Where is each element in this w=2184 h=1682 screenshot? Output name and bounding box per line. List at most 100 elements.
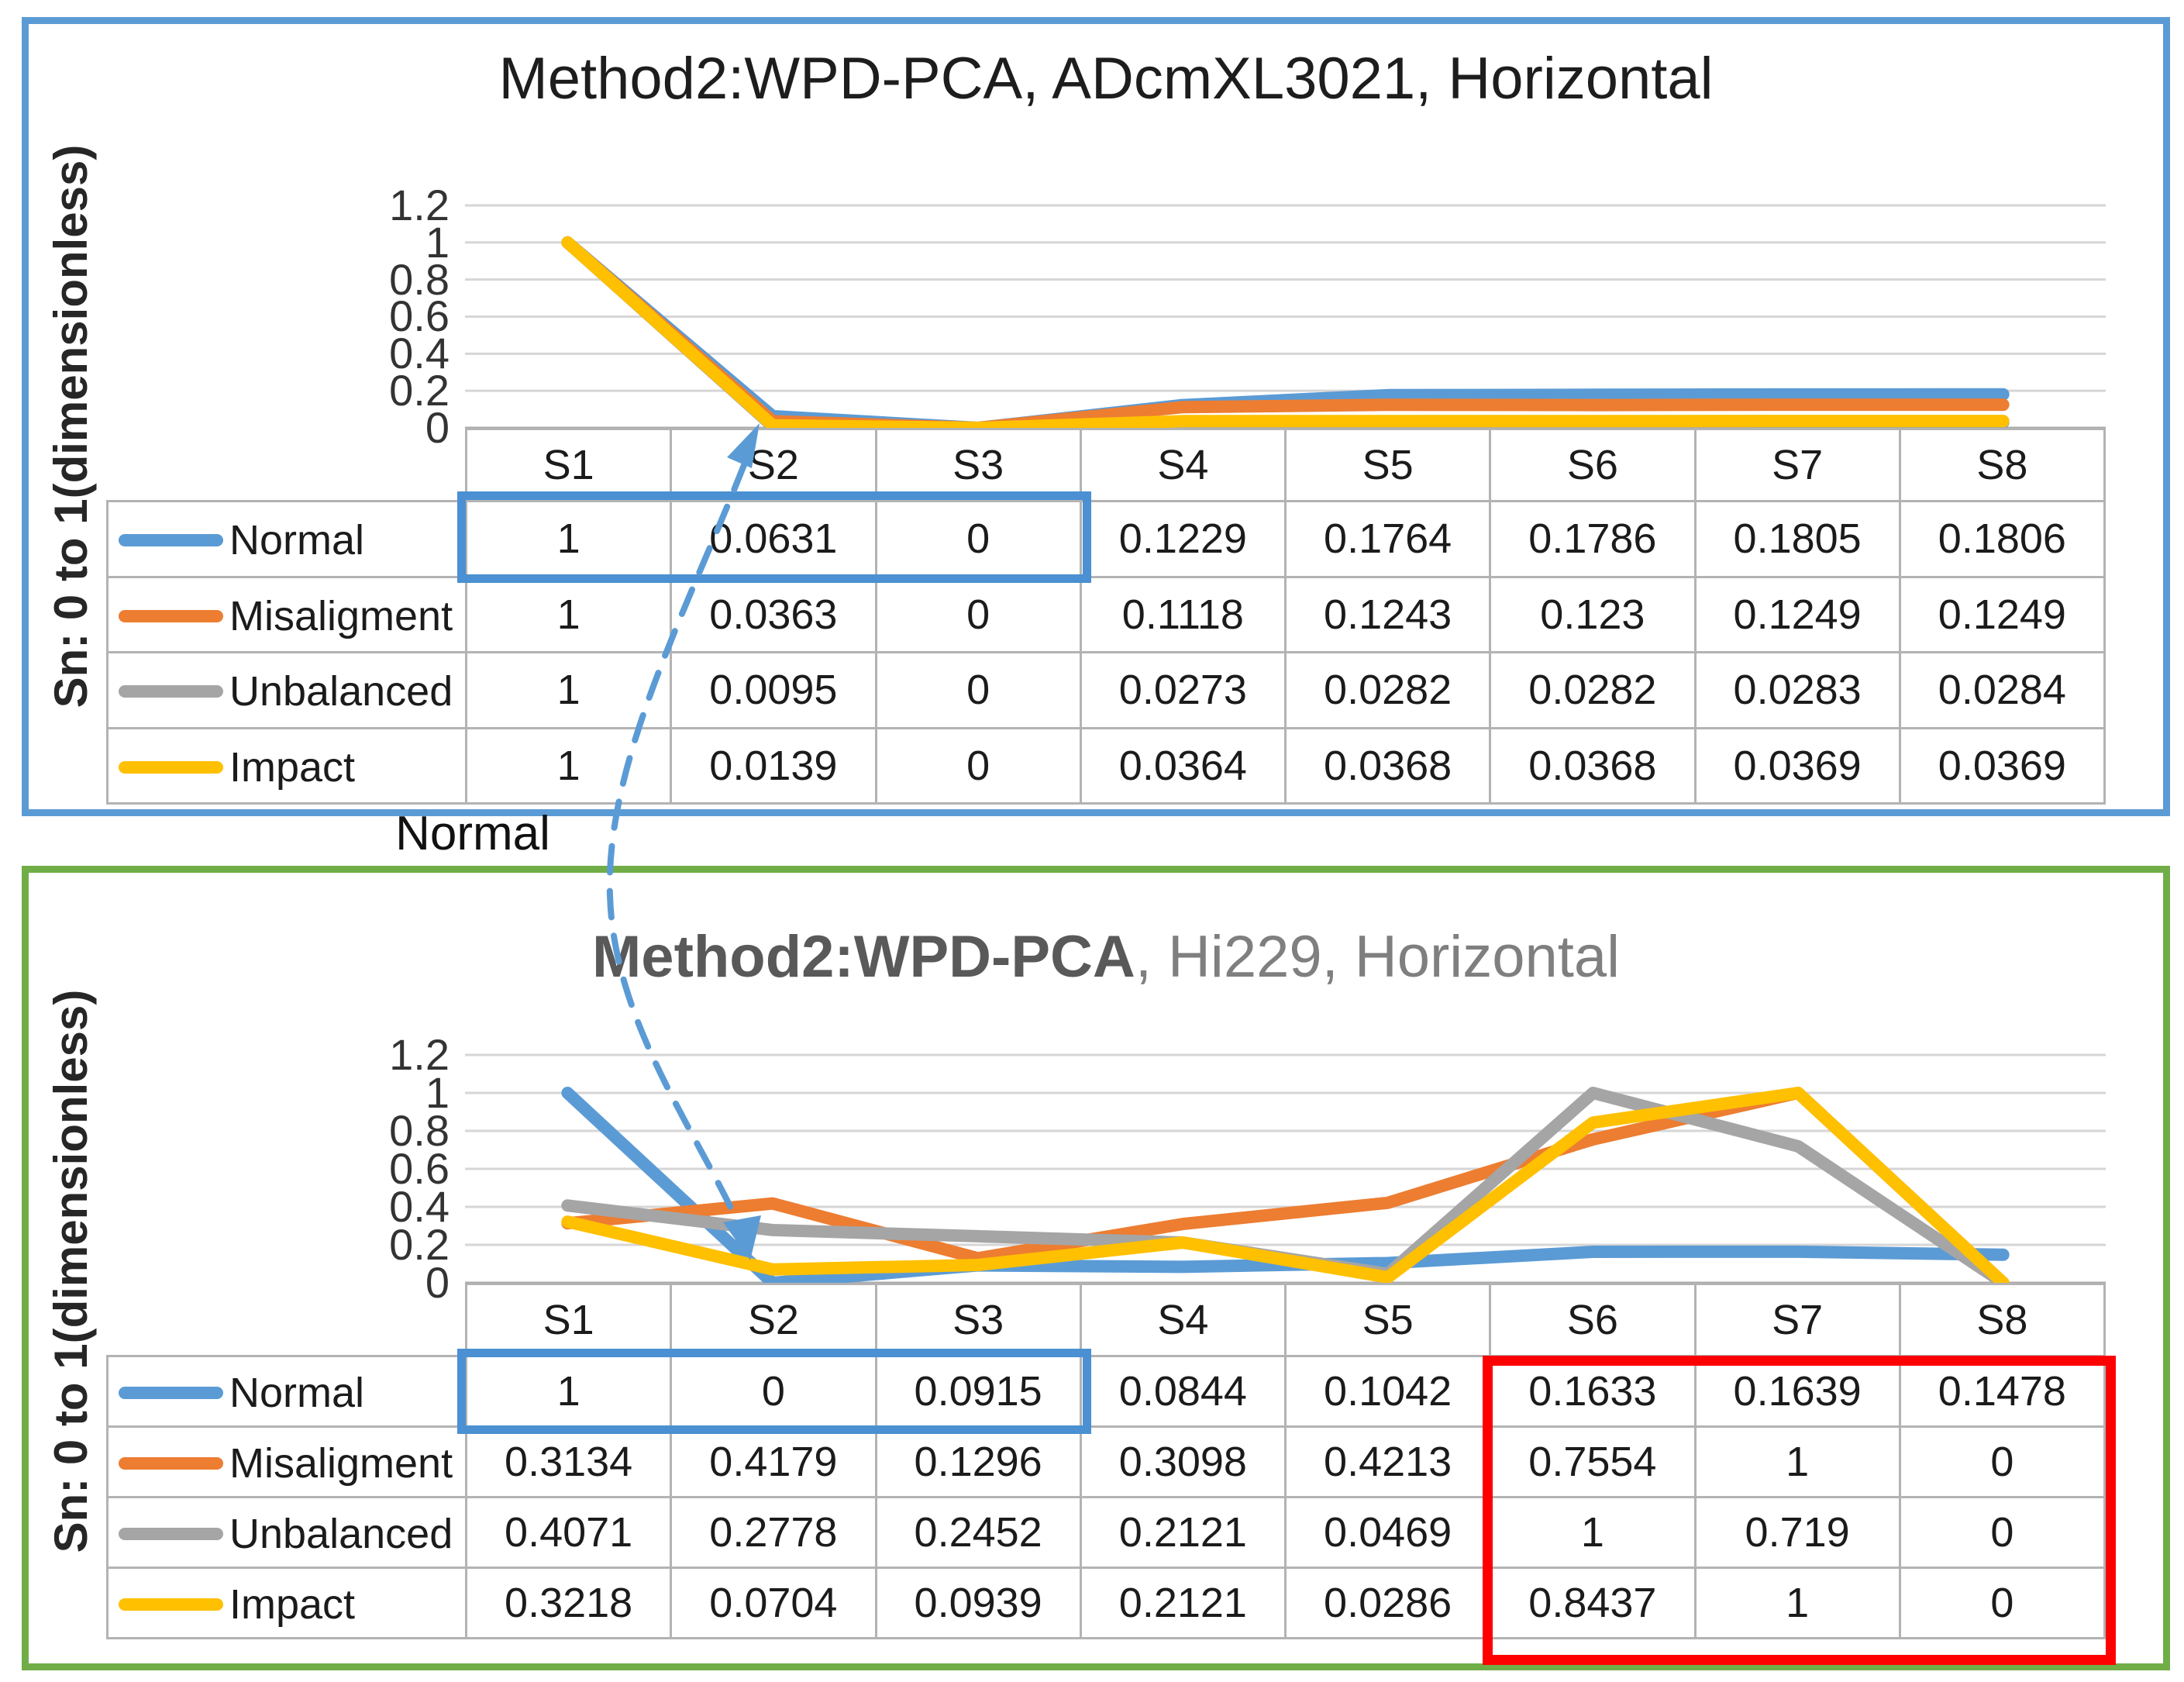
column-header-s7: S7 xyxy=(1693,428,1901,502)
table-row-normal: Normal 1 0 0.0915 0.0844 0.1042 0.1633 0.1639 0.… xyxy=(106,1355,2106,1428)
legend-cell-unbalanced: Unbalanced xyxy=(106,1496,467,1569)
cell-unbalanced-s1: 0.4071 xyxy=(464,1496,673,1569)
cell-unbalanced-s6: 1 xyxy=(1489,1496,1697,1569)
cell-misaligment-s2: 0.0363 xyxy=(670,575,877,653)
legend-swatch-normal-icon xyxy=(119,534,223,547)
cell-impact-s6: 0.0368 xyxy=(1489,726,1697,805)
cell-normal-s5: 0.1042 xyxy=(1283,1355,1492,1428)
y-tick-label: 0.8 xyxy=(389,1106,450,1155)
legend-cell-normal: Normal xyxy=(106,1355,467,1428)
y-tick-label: 1.2 xyxy=(389,1030,450,1079)
cell-unbalanced-s8: 0 xyxy=(1898,1496,2106,1569)
y-tick-label: 1 xyxy=(425,217,450,267)
cell-normal-s7: 0.1805 xyxy=(1693,500,1901,578)
bottom-data-table: S1 S2 S3 S4 S5 S6 S7 S8 Normal 1 0 0.0915 0.0844 0.10… xyxy=(106,1283,2106,1639)
cell-unbalanced-s3: 0.2452 xyxy=(874,1496,1082,1569)
cell-misaligment-s4: 0.3098 xyxy=(1079,1425,1287,1498)
cell-misaligment-s7: 0.1249 xyxy=(1693,575,1901,653)
cell-unbalanced-s2: 0.2778 xyxy=(670,1496,877,1569)
cell-unbalanced-s2: 0.0095 xyxy=(670,651,877,729)
cell-normal-s4: 0.1229 xyxy=(1079,500,1287,578)
top-data-table: S1 S2 S3 S4 S5 S6 S7 S8 Normal 1 0.0631 0 0.1229 0.17… xyxy=(106,428,2106,805)
cell-misaligment-s3: 0.1296 xyxy=(874,1425,1082,1498)
table-row-misaligment: Misaligment 0.3134 0.4179 0.1296 0.3098 0.421… xyxy=(106,1425,2106,1498)
cell-unbalanced-s5: 0.0282 xyxy=(1283,651,1492,729)
cell-normal-s5: 0.1764 xyxy=(1283,500,1492,578)
legend-cell-normal: Normal xyxy=(106,500,467,578)
cell-normal-s6: 0.1786 xyxy=(1489,500,1697,578)
legend-swatch-unbalanced-icon xyxy=(119,685,223,698)
legend-swatch-misaligment-icon xyxy=(119,609,223,622)
cell-misaligment-s4: 0.1118 xyxy=(1079,575,1287,653)
column-header-s3: S3 xyxy=(874,428,1082,502)
legend-cell-impact: Impact xyxy=(106,1567,467,1639)
column-header-s1: S1 xyxy=(464,1283,673,1357)
cell-misaligment-s1: 0.3134 xyxy=(464,1425,673,1498)
cell-impact-s7: 0.0369 xyxy=(1693,726,1901,805)
column-header-s7: S7 xyxy=(1693,1283,1901,1357)
cell-normal-s8: 0.1478 xyxy=(1898,1355,2106,1428)
column-header-s5: S5 xyxy=(1283,1283,1492,1357)
cell-impact-s1: 0.3218 xyxy=(464,1567,673,1639)
cell-normal-s6: 0.1633 xyxy=(1489,1355,1697,1428)
table-row-normal: Normal 1 0.0631 0 0.1229 0.1764 0.1786 0.1805 0.… xyxy=(106,500,2106,578)
column-header-s6: S6 xyxy=(1489,1283,1697,1357)
cell-normal-s4: 0.0844 xyxy=(1079,1355,1287,1428)
table-row-unbalanced: Unbalanced 0.4071 0.2778 0.2452 0.2121 0.0469… xyxy=(106,1496,2106,1569)
y-tick-label: 0 xyxy=(425,1258,450,1307)
blue-highlight-box-bottom-normal-s1-s3 xyxy=(457,1349,1091,1434)
legend-swatch-normal-icon xyxy=(119,1386,223,1399)
cell-misaligment-s6: 0.123 xyxy=(1489,575,1697,653)
table-row-unbalanced: Unbalanced 1 0.0095 0 0.0273 0.0282 0.0282 0.02… xyxy=(106,651,2106,729)
column-header-s6: S6 xyxy=(1489,428,1697,502)
cell-impact-s6: 0.8437 xyxy=(1489,1567,1697,1639)
cell-misaligment-s1: 1 xyxy=(464,575,673,653)
top-chart-panel xyxy=(22,17,2170,816)
column-header-s2: S2 xyxy=(670,1283,877,1357)
cell-normal-s2: 0 xyxy=(670,1355,877,1428)
y-axis-label-top: Sn: 0 to 1(dimensionless) xyxy=(45,144,97,708)
legend-swatch-unbalanced-icon xyxy=(119,1527,223,1540)
cell-misaligment-s7: 1 xyxy=(1693,1425,1901,1498)
column-header-s2: S2 xyxy=(670,428,877,502)
cell-normal-s1: 1 xyxy=(464,1355,673,1428)
y-tick-label: 0.6 xyxy=(389,1144,450,1193)
cell-impact-s5: 0.0286 xyxy=(1283,1567,1492,1639)
table-header-row: S1 S2 S3 S4 S5 S6 S7 S8 xyxy=(108,1283,2106,1357)
table-corner-blank xyxy=(108,1284,467,1356)
legend-label-misaligment: Misaligment xyxy=(229,1439,453,1487)
cell-impact-s8: 0.0369 xyxy=(1898,726,2106,805)
cell-misaligment-s5: 0.1243 xyxy=(1283,575,1492,653)
bottom-chart-panel xyxy=(22,866,2170,1670)
cell-impact-s5: 0.0368 xyxy=(1283,726,1492,805)
chart-title-bottom-method: Method2:WPD-PCA xyxy=(592,924,1135,990)
y-tick-label: 0 xyxy=(425,403,450,452)
cell-unbalanced-s7: 0.719 xyxy=(1693,1496,1901,1569)
cell-impact-s8: 0 xyxy=(1898,1567,2106,1639)
column-header-s8: S8 xyxy=(1898,428,2106,502)
cell-impact-s4: 0.2121 xyxy=(1079,1567,1287,1639)
cell-misaligment-s3: 0 xyxy=(874,575,1082,653)
column-header-s4: S4 xyxy=(1079,1283,1287,1357)
cell-unbalanced-s3: 0 xyxy=(874,651,1082,729)
cell-impact-s2: 0.0139 xyxy=(670,726,877,805)
cell-unbalanced-s4: 0.2121 xyxy=(1079,1496,1287,1569)
red-highlight-box-bottom-s6-s8 xyxy=(1483,1356,2116,1665)
legend-label-impact: Impact xyxy=(229,1580,356,1628)
table-row-impact: Impact 1 0.0139 0 0.0364 0.0368 0.0368 0.0369 0.… xyxy=(106,726,2106,805)
legend-label-unbalanced: Unbalanced xyxy=(229,668,453,715)
cell-normal-s8: 0.1806 xyxy=(1898,500,2106,578)
legend-cell-misaligment: Misaligment xyxy=(106,575,467,653)
cell-misaligment-s8: 0 xyxy=(1898,1425,2106,1498)
cell-impact-s4: 0.0364 xyxy=(1079,726,1287,805)
y-tick-label: 1.2 xyxy=(389,180,450,229)
chart-title-bottom-rest: , Hi229, Horizontal xyxy=(1135,924,1620,990)
cell-impact-s1: 1 xyxy=(464,726,673,805)
column-header-s1: S1 xyxy=(464,428,673,502)
cell-misaligment-s6: 0.7554 xyxy=(1489,1425,1697,1498)
y-axis-label-bottom: Sn: 0 to 1(dimensionless) xyxy=(45,989,97,1553)
y-tick-label: 0.6 xyxy=(389,291,450,341)
cell-impact-s3: 0.0939 xyxy=(874,1567,1082,1639)
table-row-impact: Impact 0.3218 0.0704 0.0939 0.2121 0.0286 0.84… xyxy=(106,1567,2106,1639)
